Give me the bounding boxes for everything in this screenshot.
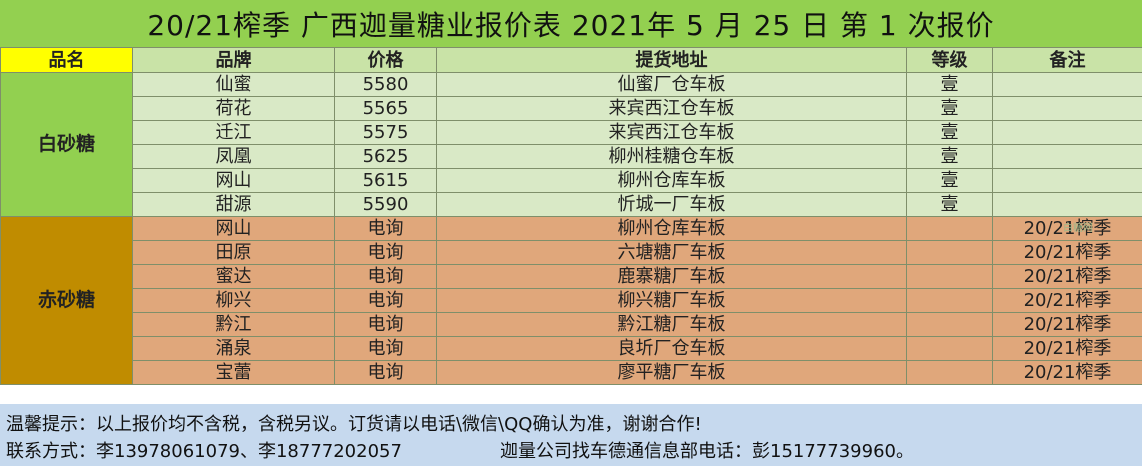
price-table: 品名 品牌 价格 提货地址 等级 备注 白砂糖 仙蜜 5580 仙蜜厂仓车板壹荷花 55… xyxy=(0,47,1142,385)
price-cell: 电询 xyxy=(334,312,437,337)
header-address: 提货地址 xyxy=(436,47,907,73)
address-cell: 良圻厂仓车板 xyxy=(436,336,907,361)
category-cell: 白砂糖 xyxy=(0,72,133,217)
table-row: 迁江 5575 来宾西江仓车板壹 xyxy=(1,120,1142,145)
grade-cell: 壹 xyxy=(906,192,993,217)
header-note: 备注 xyxy=(992,47,1142,73)
price-cell: 5590 xyxy=(334,192,437,217)
note-cell xyxy=(992,120,1142,145)
price-cell: 电询 xyxy=(334,240,437,265)
grade-cell: 壹 xyxy=(906,168,993,193)
table-row: 宝蕾 电询 廖平糖厂车板 20/21榨季 xyxy=(1,360,1142,385)
table-row: 甜源 5590 忻城一厂车板壹 xyxy=(1,192,1142,217)
table-row: 田原 电询 六塘糖厂车板 20/21榨季 xyxy=(1,240,1142,265)
brand-cell: 涌泉 xyxy=(132,336,335,361)
table-row: 白砂糖 仙蜜 5580 仙蜜厂仓车板壹 xyxy=(0,72,1142,217)
address-cell: 廖平糖厂车板 xyxy=(436,360,907,385)
table-row: 黔江 电询 黔江糖厂车板 20/21榨季 xyxy=(1,312,1142,337)
grade-cell xyxy=(906,216,993,241)
price-cell: 电询 xyxy=(334,264,437,289)
header-product: 品名 xyxy=(0,47,133,73)
address-cell: 柳兴糖厂车板 xyxy=(436,288,907,313)
note-cell: 20/21榨季 xyxy=(992,240,1142,265)
table-header-row: 品名 品牌 价格 提货地址 等级 备注 xyxy=(0,47,1142,73)
brand-cell: 迁江 xyxy=(132,120,335,145)
note-cell: 20/21榨季 xyxy=(992,312,1142,337)
grade-cell: 壹 xyxy=(906,72,993,97)
brand-cell: 仙蜜 xyxy=(132,72,335,97)
brand-cell: 凤凰 xyxy=(132,144,335,169)
table-row: 网山 5615 柳州仓库车板壹 xyxy=(1,168,1142,193)
header-price: 价格 xyxy=(334,47,437,73)
grade-cell xyxy=(906,264,993,289)
address-cell: 仙蜜厂仓车板 xyxy=(436,72,907,97)
grade-cell xyxy=(906,312,993,337)
price-cell: 电询 xyxy=(334,360,437,385)
note-cell xyxy=(992,72,1142,97)
grade-cell: 壹 xyxy=(906,96,993,121)
watermark-text: 白糖网 xyxy=(1063,223,1093,234)
address-cell: 柳州仓库车板 xyxy=(436,216,907,241)
grade-cell xyxy=(906,336,993,361)
address-cell: 来宾西江仓车板 xyxy=(436,120,907,145)
price-cell: 5575 xyxy=(334,120,437,145)
table-row: 荷花 5565 来宾西江仓车板壹 xyxy=(1,96,1142,121)
brand-cell: 宝蕾 xyxy=(132,360,335,385)
grade-cell xyxy=(906,240,993,265)
grade-cell: 壹 xyxy=(906,120,993,145)
brand-cell: 甜源 xyxy=(132,192,335,217)
address-cell: 黔江糖厂车板 xyxy=(436,312,907,337)
table-row: 蜜达 电询 鹿寨糖厂车板 20/21榨季 xyxy=(1,264,1142,289)
address-cell: 柳州桂糖仓车板 xyxy=(436,144,907,169)
brand-cell: 网山 xyxy=(132,216,335,241)
category-cell: 赤砂糖 xyxy=(0,216,133,385)
note-cell xyxy=(992,192,1142,217)
table-row: 涌泉 电询 良圻厂仓车板 20/21榨季 xyxy=(1,336,1142,361)
price-cell: 电询 xyxy=(334,336,437,361)
price-cell: 5565 xyxy=(334,96,437,121)
brand-cell: 柳兴 xyxy=(132,288,335,313)
address-cell: 来宾西江仓车板 xyxy=(436,96,907,121)
note-cell: 20/21榨季 xyxy=(992,264,1142,289)
table-row: 赤砂糖 网山 电询 柳州仓库车板 20/21榨季 xyxy=(0,216,1142,385)
footer-tip: 温馨提示：以上报价均不含税，含税另议。订货请以电话\微信\QQ确认为准，谢谢合作… xyxy=(6,414,702,435)
note-cell: 20/21榨季 xyxy=(992,336,1142,361)
note-cell: 20/21榨季 xyxy=(992,360,1142,385)
price-cell: 5625 xyxy=(334,144,437,169)
note-cell xyxy=(992,144,1142,169)
brand-cell: 荷花 xyxy=(132,96,335,121)
price-cell: 电询 xyxy=(334,288,437,313)
address-cell: 六塘糖厂车板 xyxy=(436,240,907,265)
note-cell: 20/21榨季 xyxy=(992,216,1142,241)
address-cell: 柳州仓库车板 xyxy=(436,168,907,193)
address-cell: 忻城一厂车板 xyxy=(436,192,907,217)
header-grade: 等级 xyxy=(906,47,993,73)
brand-cell: 田原 xyxy=(132,240,335,265)
footer-notes: 温馨提示：以上报价均不含税，含税另议。订货请以电话\微信\QQ确认为准，谢谢合作… xyxy=(0,404,1142,466)
table-row: 凤凰 5625 柳州桂糖仓车板壹 xyxy=(1,144,1142,169)
price-cell: 5615 xyxy=(334,168,437,193)
grade-cell: 壹 xyxy=(906,144,993,169)
price-cell: 电询 xyxy=(334,216,437,241)
footer-contact: 联系方式：李13978061079、李18777202057 xyxy=(6,441,402,462)
brand-cell: 蜜达 xyxy=(132,264,335,289)
price-cell: 5580 xyxy=(334,72,437,97)
note-cell: 20/21榨季 xyxy=(992,288,1142,313)
table-row: 柳兴 电询 柳兴糖厂车板 20/21榨季 xyxy=(1,288,1142,313)
note-cell xyxy=(992,168,1142,193)
brand-cell: 网山 xyxy=(132,168,335,193)
grade-cell xyxy=(906,360,993,385)
header-brand: 品牌 xyxy=(132,47,335,73)
footer-dept-phone: 迦量公司找车德通信息部电话：彭15177739960。 xyxy=(500,441,914,462)
address-cell: 鹿寨糖厂车板 xyxy=(436,264,907,289)
grade-cell xyxy=(906,288,993,313)
note-cell xyxy=(992,96,1142,121)
brand-cell: 黔江 xyxy=(132,312,335,337)
sheet-title: 20/21榨季 广西迦量糖业报价表 2021年 5 月 25 日 第 1 次报价 xyxy=(0,0,1142,48)
